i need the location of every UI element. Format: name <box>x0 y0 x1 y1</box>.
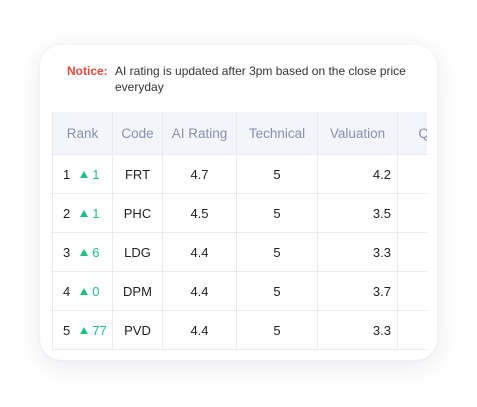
notice: Notice: AI rating is updated after 3pm b… <box>67 63 417 95</box>
column-header: Rank <box>52 112 113 155</box>
ai-rating-cell: 4.4 <box>163 272 237 311</box>
card <box>40 45 437 360</box>
rank: 4 <box>63 283 71 299</box>
valuation-cell: 3.5 <box>318 194 398 233</box>
code-cell: DPM <box>113 272 163 311</box>
rank-change: 6 <box>92 244 100 260</box>
rank-change: 1 <box>92 166 100 182</box>
technical-cell: 5 <box>237 194 318 233</box>
up-arrow-icon <box>80 248 89 256</box>
rank-change: 77 <box>92 322 107 338</box>
empty-cell <box>398 194 427 233</box>
code-cell: LDG <box>113 233 163 272</box>
column-header: Technical <box>237 112 318 155</box>
technical-cell: 5 <box>237 233 318 272</box>
up-arrow-icon <box>80 170 89 178</box>
valuation-cell: 3.7 <box>318 272 398 311</box>
empty-cell <box>398 155 427 194</box>
rank-change: 1 <box>92 205 100 221</box>
ai-rating-cell: 4.4 <box>163 311 237 350</box>
technical-cell: 5 <box>237 155 318 194</box>
rank: 5 <box>63 322 71 338</box>
up-arrow-icon <box>80 209 89 217</box>
notice-text: AI rating is updated after 3pm based on … <box>115 64 406 94</box>
column-header: Valuation <box>318 112 398 155</box>
empty-cell <box>398 272 427 311</box>
column-header: AI Rating <box>163 112 237 155</box>
valuation-cell: 4.2 <box>318 155 398 194</box>
column-header: Qu <box>398 112 427 155</box>
up-arrow-icon <box>80 287 89 295</box>
empty-cell <box>398 311 427 350</box>
code-cell: PHC <box>113 194 163 233</box>
notice-label: Notice: <box>67 64 108 78</box>
ai-rating-cell: 4.7 <box>163 155 237 194</box>
rank: 2 <box>63 205 71 221</box>
valuation-cell: 3.3 <box>318 311 398 350</box>
technical-cell: 5 <box>237 272 318 311</box>
technical-cell: 5 <box>237 311 318 350</box>
rank-change: 0 <box>92 283 100 299</box>
code-cell: PVD <box>113 311 163 350</box>
up-arrow-icon <box>80 326 89 334</box>
code-cell: FRT <box>113 155 163 194</box>
rank: 1 <box>63 166 71 182</box>
ai-rating-cell: 4.4 <box>163 233 237 272</box>
ai-rating-cell: 4.5 <box>163 194 237 233</box>
column-header: Code <box>113 112 163 155</box>
rank-cell: 5 77 <box>52 311 113 350</box>
rank: 3 <box>63 244 71 260</box>
valuation-cell: 3.3 <box>318 233 398 272</box>
empty-cell <box>398 233 427 272</box>
